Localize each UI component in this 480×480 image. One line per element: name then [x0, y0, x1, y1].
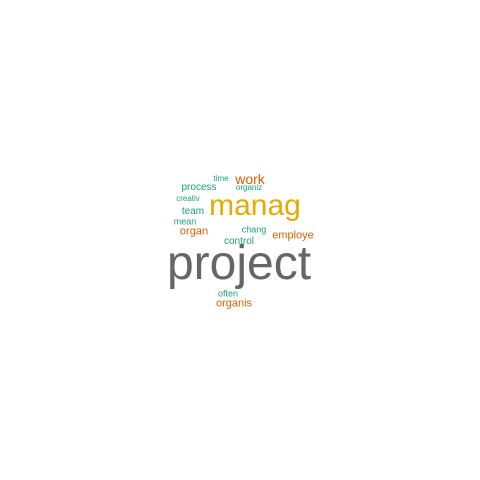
word-organiz: organiz	[235, 183, 263, 192]
word-mean: mean	[173, 216, 197, 227]
word-control: control	[223, 236, 255, 247]
word-creativ: creativ	[176, 194, 200, 203]
word-project: project	[166, 237, 312, 290]
word-work: work	[235, 171, 265, 187]
word-process: process	[181, 182, 217, 193]
word-manag: manag	[209, 189, 301, 222]
word-time: time	[213, 174, 229, 183]
word-organ: organ	[179, 225, 209, 238]
word-employe: employe	[272, 229, 314, 242]
word-organis: organis	[215, 297, 253, 310]
word-chang: chang	[241, 224, 267, 235]
word-often: often	[217, 288, 239, 299]
word-team: team	[181, 206, 205, 217]
